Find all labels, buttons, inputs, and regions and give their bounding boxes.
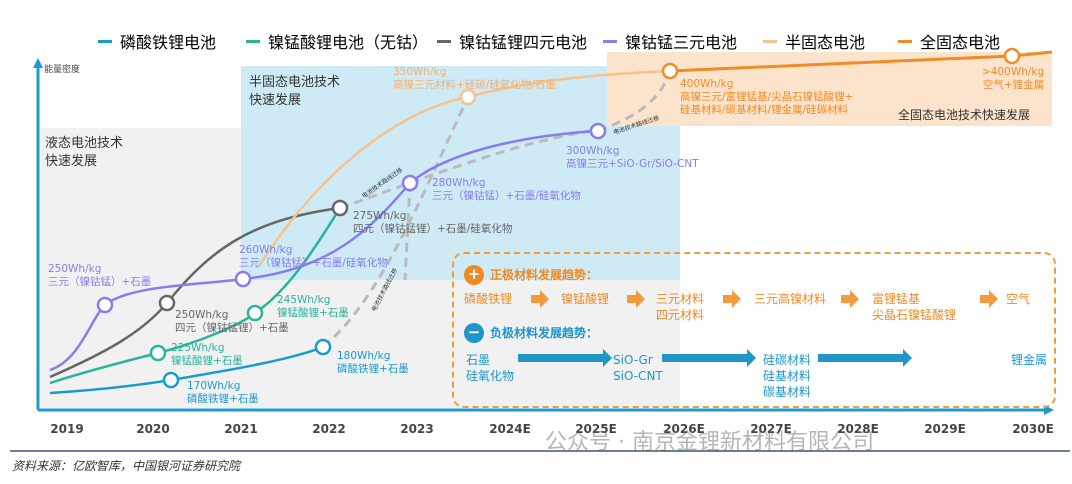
node xyxy=(401,174,419,192)
node xyxy=(331,199,349,217)
anode-step: 石墨 硅氧化物 xyxy=(466,353,515,383)
x-tick: 2028E xyxy=(837,422,879,436)
cathode-step: 三元高镍材料 xyxy=(754,292,827,306)
x-tick: 2026E xyxy=(663,422,705,436)
cathode-step: 三元材料 四元材料 xyxy=(656,292,705,322)
legend-lnmo: 镍锰酸锂电池（无钴） xyxy=(246,29,428,53)
arrow-icon xyxy=(627,290,645,308)
node-label: 275Wh/kg 四元（镍钴锰锂）+石墨/硅氧化物 xyxy=(353,210,513,235)
node-label: 170Wh/kg 磷酸铁锂+石墨 xyxy=(187,380,259,405)
arrow-icon xyxy=(818,349,912,367)
divider xyxy=(10,450,1070,452)
x-tick: 2030E xyxy=(1012,422,1054,436)
node xyxy=(459,88,477,106)
anode-step: 锂金属 xyxy=(1011,353,1048,367)
legend-lfp: 磷酸铁锂电池 xyxy=(98,29,216,53)
minus-icon: − xyxy=(464,323,484,343)
anode-step: SiO-Gr SiO-CNT xyxy=(613,353,663,383)
cathode-title: 正极材料发展趋势： xyxy=(490,268,599,282)
cathode-step: 磷酸铁锂 xyxy=(464,292,513,306)
node-label: 400Wh/kg 高镍三元/富锂锰基/尖晶石镍锰酸锂+ 硅基材料/碳基材料/锂金属… xyxy=(680,78,854,116)
plus-icon: + xyxy=(464,265,484,285)
x-tick: 2019 xyxy=(50,422,84,436)
node-label: 250Wh/kg 四元（镍钴锰锂）+石墨 xyxy=(175,309,289,334)
cathode-step: 镍锰酸锂 xyxy=(561,292,610,306)
legend-quaternary: 镍钴锰锂四元电池 xyxy=(437,29,587,53)
node xyxy=(96,296,114,314)
node xyxy=(246,304,264,322)
node xyxy=(1003,47,1021,65)
anode-title: 负极材料发展趋势： xyxy=(490,326,599,340)
x-tick: 2023 xyxy=(400,422,434,436)
y-axis-label: 能量密度 xyxy=(44,65,81,75)
node-label: 260Wh/kg 三元（镍钴锰）+石墨/硅氧化物 xyxy=(239,244,388,269)
x-tick: 2027E xyxy=(750,422,792,436)
arrow-icon xyxy=(662,349,756,367)
source-note: 资料来源：亿欧智库，中国银河证券研究院 xyxy=(12,459,241,473)
arrow-icon xyxy=(980,290,998,308)
node-label: 180Wh/kg 磷酸铁锂+石墨 xyxy=(337,350,409,375)
node-label: 225Wh/kg 镍锰酸锂+石墨 xyxy=(171,342,243,367)
legend-semi-solid: 半固态电池 xyxy=(763,29,865,53)
node-label: >400Wh/kg 空气+锂金属 xyxy=(982,66,1045,91)
node xyxy=(314,338,332,356)
arrow-icon xyxy=(841,290,859,308)
solid-region-title: 全固态电池技术快速发展 xyxy=(898,108,1031,122)
liquid-region-title: 液态电池技术 快速发展 xyxy=(45,136,124,169)
arrow-icon xyxy=(518,349,612,367)
arrow-icon xyxy=(531,290,549,308)
node xyxy=(234,270,252,288)
node xyxy=(158,294,176,312)
x-tick: 2029E xyxy=(924,422,966,436)
legend-all-solid: 全固态电池 xyxy=(898,29,1000,53)
x-tick: 2024E xyxy=(489,422,531,436)
x-tick: 2022 xyxy=(312,422,346,436)
y-axis-arrow xyxy=(33,58,43,68)
node xyxy=(661,62,679,80)
x-tick: 2025E xyxy=(575,422,617,436)
x-tick: 2020 xyxy=(136,422,170,436)
cathode-step: 空气 xyxy=(1006,292,1031,306)
node-label: 300Wh/kg 高镍三元+SiO-Gr/SiO-CNT xyxy=(566,145,699,170)
arrow-icon xyxy=(723,290,741,308)
legend-ternary: 镍钴锰三元电池 xyxy=(603,29,737,53)
nodes xyxy=(96,47,1021,389)
semi-region-title: 半固态电池技术 快速发展 xyxy=(249,75,341,108)
node-label: 350Wh/kg 高镍三元材料+硅碳/硅氧化物/石墨 xyxy=(393,66,556,91)
anode-step: 硅碳材料 硅基材料 碳基材料 xyxy=(763,353,812,399)
lnmo-curve xyxy=(49,207,342,385)
node-label: 245Wh/kg 镍锰酸锂+石墨 xyxy=(277,294,349,319)
x-tick: 2021 xyxy=(224,422,258,436)
node xyxy=(589,122,607,140)
node xyxy=(162,371,180,389)
materials-trend-box xyxy=(452,252,1056,408)
node-label: 250Wh/kg 三元（镍钴锰）+石墨 xyxy=(48,263,152,288)
cathode-step: 富锂锰基 尖晶石镍锰酸锂 xyxy=(872,292,957,322)
migration-lines xyxy=(322,70,672,349)
node xyxy=(149,344,167,362)
node-label: 280Wh/kg 三元（镍钴锰）+石墨/硅氧化物 xyxy=(432,177,581,202)
semi-solid-region xyxy=(241,66,680,280)
watermark: 公众号 · 南京金锂新材料有限公司 xyxy=(545,430,874,455)
